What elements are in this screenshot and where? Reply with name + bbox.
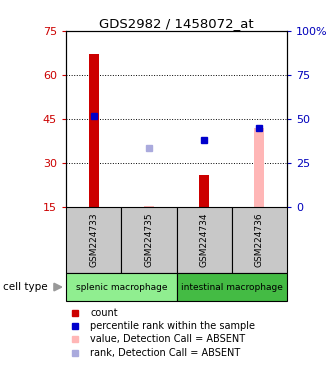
Bar xyxy=(121,207,177,273)
Text: value, Detection Call = ABSENT: value, Detection Call = ABSENT xyxy=(90,334,246,344)
Bar xyxy=(89,54,99,207)
Text: cell type: cell type xyxy=(3,282,48,292)
Title: GDS2982 / 1458072_at: GDS2982 / 1458072_at xyxy=(99,17,254,30)
Text: rank, Detection Call = ABSENT: rank, Detection Call = ABSENT xyxy=(90,348,241,358)
Bar xyxy=(66,273,177,301)
Bar xyxy=(232,207,287,273)
Bar xyxy=(177,273,287,301)
Bar xyxy=(66,207,121,273)
Text: percentile rank within the sample: percentile rank within the sample xyxy=(90,321,255,331)
Text: GSM224736: GSM224736 xyxy=(255,213,264,267)
Text: GSM224733: GSM224733 xyxy=(89,213,98,267)
Text: GSM224734: GSM224734 xyxy=(200,213,209,267)
Text: intestinal macrophage: intestinal macrophage xyxy=(181,283,283,291)
Bar xyxy=(177,207,232,273)
Bar xyxy=(254,128,264,207)
Bar xyxy=(199,175,209,207)
Text: GSM224735: GSM224735 xyxy=(145,213,153,267)
Text: count: count xyxy=(90,308,118,318)
Text: splenic macrophage: splenic macrophage xyxy=(76,283,167,291)
Bar xyxy=(144,206,154,207)
